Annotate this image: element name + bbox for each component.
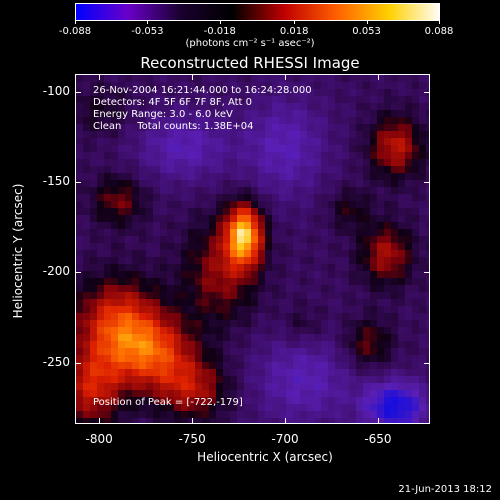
colorbar-units: (photons cm⁻² s⁻¹ asec⁻²) xyxy=(185,38,315,49)
x-tick xyxy=(99,75,101,80)
x-tick xyxy=(377,75,379,80)
y-tick xyxy=(76,92,81,94)
x-tick xyxy=(99,418,101,423)
info-clean-counts: Clean Total counts: 1.38E+04 xyxy=(93,121,254,132)
x-tick-label: -700 xyxy=(271,432,299,446)
colorbar-tick xyxy=(439,20,440,24)
x-tick xyxy=(285,75,287,80)
image-plot: 26-Nov-2004 16:21:44.000 to 16:24:28.000… xyxy=(75,74,430,424)
x-tick xyxy=(285,418,287,423)
heatmap xyxy=(76,75,429,423)
colorbar-tick-label: 0.088 xyxy=(424,26,454,37)
info-detectors: Detectors: 4F 5F 6F 7F 8F, Att 0 xyxy=(93,97,253,108)
colorbar-tick xyxy=(147,20,149,24)
x-tick-label: -800 xyxy=(85,432,113,446)
colorbar-tick-label: -0.088 xyxy=(58,26,92,37)
y-tick-label: -100 xyxy=(42,84,70,99)
y-tick-label: -150 xyxy=(42,174,70,189)
y-tick-label: -200 xyxy=(42,264,70,279)
x-tick xyxy=(192,75,194,80)
y-tick-label: -250 xyxy=(42,354,70,369)
y-tick xyxy=(424,272,429,274)
x-tick-label: -650 xyxy=(364,432,392,446)
y-tick xyxy=(424,92,429,94)
colorbar xyxy=(75,3,440,21)
y-tick xyxy=(424,362,429,364)
colorbar-tick-label: 0.018 xyxy=(279,26,309,37)
y-axis-title: Heliocentric Y (arcsec) xyxy=(11,183,25,319)
info-energy-range: Energy Range: 3.0 - 6.0 keV xyxy=(93,109,233,120)
x-axis-title: Heliocentric X (arcsec) xyxy=(197,450,333,464)
colorbar-tick xyxy=(366,20,368,24)
x-tick xyxy=(192,418,194,423)
footer-date: 21-Jun-2013 18:12 xyxy=(398,484,492,495)
y-tick xyxy=(76,362,81,364)
y-tick xyxy=(424,182,429,184)
image-title: Reconstructed RHESSI Image xyxy=(140,54,360,72)
y-tick xyxy=(76,272,81,274)
x-tick-label: -750 xyxy=(178,432,206,446)
colorbar-tick-label: 0.053 xyxy=(352,26,381,37)
peak-position-label: Position of Peak = [-722,-179] xyxy=(93,397,243,408)
y-tick xyxy=(76,182,81,184)
colorbar-tick-label: -0.018 xyxy=(203,26,236,37)
colorbar-tick xyxy=(75,20,76,24)
info-time-range: 26-Nov-2004 16:21:44.000 to 16:24:28.000 xyxy=(93,85,312,96)
colorbar-tick xyxy=(219,20,221,24)
colorbar-tick-label: -0.053 xyxy=(131,26,164,37)
colorbar-tick xyxy=(294,20,296,24)
x-tick xyxy=(377,418,379,423)
